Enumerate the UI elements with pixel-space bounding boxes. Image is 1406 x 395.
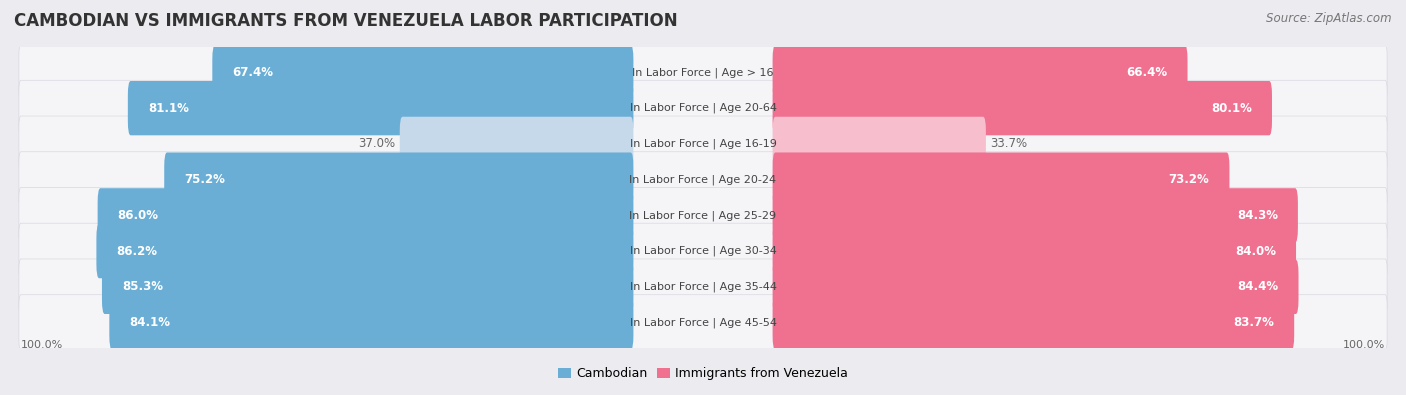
Text: 84.4%: 84.4% [1237, 280, 1278, 293]
Text: 86.0%: 86.0% [118, 209, 159, 222]
Text: 100.0%: 100.0% [21, 340, 63, 350]
Text: CAMBODIAN VS IMMIGRANTS FROM VENEZUELA LABOR PARTICIPATION: CAMBODIAN VS IMMIGRANTS FROM VENEZUELA L… [14, 12, 678, 30]
Text: In Labor Force | Age 45-54: In Labor Force | Age 45-54 [630, 317, 776, 328]
Text: In Labor Force | Age 20-64: In Labor Force | Age 20-64 [630, 103, 776, 113]
FancyBboxPatch shape [128, 81, 634, 135]
FancyBboxPatch shape [165, 152, 634, 207]
Text: 83.7%: 83.7% [1233, 316, 1274, 329]
FancyBboxPatch shape [18, 188, 1388, 243]
Text: 84.0%: 84.0% [1234, 245, 1277, 258]
FancyBboxPatch shape [97, 224, 634, 278]
FancyBboxPatch shape [18, 295, 1388, 350]
FancyBboxPatch shape [103, 260, 634, 314]
FancyBboxPatch shape [18, 223, 1388, 279]
Text: Source: ZipAtlas.com: Source: ZipAtlas.com [1267, 12, 1392, 25]
Text: 86.2%: 86.2% [117, 245, 157, 258]
Text: 73.2%: 73.2% [1168, 173, 1209, 186]
FancyBboxPatch shape [399, 117, 634, 171]
FancyBboxPatch shape [772, 117, 986, 171]
Text: 66.4%: 66.4% [1126, 66, 1167, 79]
Text: In Labor Force | Age 16-19: In Labor Force | Age 16-19 [630, 139, 776, 149]
Legend: Cambodian, Immigrants from Venezuela: Cambodian, Immigrants from Venezuela [558, 367, 848, 380]
Text: 37.0%: 37.0% [359, 137, 395, 150]
FancyBboxPatch shape [18, 152, 1388, 207]
FancyBboxPatch shape [772, 295, 1294, 350]
FancyBboxPatch shape [212, 45, 634, 100]
Text: 84.3%: 84.3% [1237, 209, 1278, 222]
Text: In Labor Force | Age > 16: In Labor Force | Age > 16 [633, 67, 773, 78]
Text: 85.3%: 85.3% [122, 280, 163, 293]
Text: In Labor Force | Age 35-44: In Labor Force | Age 35-44 [630, 282, 776, 292]
Text: 81.1%: 81.1% [148, 102, 188, 115]
FancyBboxPatch shape [772, 260, 1299, 314]
FancyBboxPatch shape [18, 116, 1388, 172]
FancyBboxPatch shape [772, 152, 1229, 207]
FancyBboxPatch shape [110, 295, 634, 350]
Text: In Labor Force | Age 30-34: In Labor Force | Age 30-34 [630, 246, 776, 256]
Text: 80.1%: 80.1% [1211, 102, 1251, 115]
FancyBboxPatch shape [18, 259, 1388, 315]
FancyBboxPatch shape [18, 80, 1388, 136]
FancyBboxPatch shape [772, 188, 1298, 243]
FancyBboxPatch shape [772, 81, 1272, 135]
Text: 67.4%: 67.4% [232, 66, 273, 79]
FancyBboxPatch shape [97, 188, 634, 243]
FancyBboxPatch shape [18, 45, 1388, 100]
Text: 100.0%: 100.0% [1343, 340, 1385, 350]
FancyBboxPatch shape [772, 224, 1296, 278]
Text: 84.1%: 84.1% [129, 316, 170, 329]
FancyBboxPatch shape [772, 45, 1188, 100]
Text: In Labor Force | Age 25-29: In Labor Force | Age 25-29 [630, 210, 776, 221]
Text: 75.2%: 75.2% [184, 173, 225, 186]
Text: 33.7%: 33.7% [990, 137, 1028, 150]
Text: In Labor Force | Age 20-24: In Labor Force | Age 20-24 [630, 174, 776, 185]
